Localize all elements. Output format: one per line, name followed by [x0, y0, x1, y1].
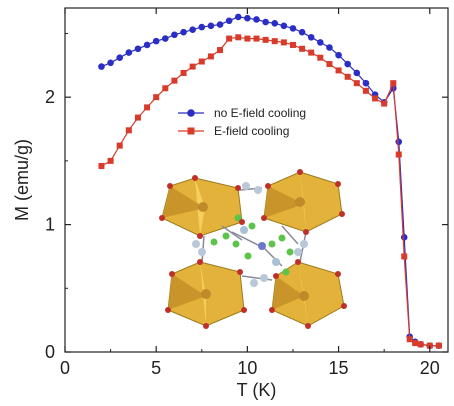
x-tick-label: 5	[151, 358, 161, 378]
data-point	[207, 22, 215, 30]
data-point	[426, 342, 433, 349]
data-point	[253, 16, 260, 23]
data-point	[216, 21, 224, 28]
data-point	[390, 80, 397, 87]
data-point	[171, 31, 178, 39]
series-line	[101, 16, 439, 347]
data-point	[395, 138, 403, 146]
data-point	[189, 63, 196, 70]
data-point	[171, 77, 178, 84]
data-point	[400, 234, 408, 241]
data-point	[207, 53, 214, 60]
data-point	[417, 341, 424, 348]
data-point	[235, 34, 242, 41]
data-point	[189, 26, 196, 33]
data-point	[317, 54, 324, 61]
data-point	[307, 34, 315, 41]
data-point	[344, 60, 351, 68]
data-point	[98, 162, 105, 169]
data-point	[353, 69, 361, 77]
data-point	[401, 253, 408, 260]
data-point	[125, 49, 133, 56]
data-point	[152, 37, 160, 45]
plot-frame	[64, 7, 449, 353]
data-point	[271, 38, 278, 45]
data-point	[317, 39, 324, 46]
x-tick-label: 10	[237, 358, 257, 378]
data-point	[244, 35, 251, 42]
legend-marker	[187, 127, 195, 135]
data-point	[308, 49, 315, 56]
data-point	[98, 63, 105, 70]
data-point	[162, 35, 169, 42]
data-point	[143, 41, 151, 49]
data-point	[116, 142, 123, 149]
data-point	[107, 157, 114, 164]
x-axis-label: T (K)	[237, 380, 277, 400]
data-point	[225, 17, 233, 25]
data-point	[326, 44, 333, 51]
data-point	[180, 69, 187, 76]
x-tick-label: 15	[329, 358, 349, 378]
y-tick-label: 0	[45, 342, 55, 362]
data-point	[289, 41, 296, 48]
data-point	[344, 73, 351, 80]
data-point	[234, 13, 242, 21]
data-point	[372, 95, 379, 102]
legend: no E-field cooling E-field cooling	[178, 106, 306, 138]
y-axis-label: M (emu/g)	[12, 139, 32, 221]
data-point	[107, 59, 114, 67]
data-point	[153, 94, 160, 101]
legend-marker	[187, 109, 195, 117]
data-point	[406, 336, 413, 343]
crystal-structure-inset	[159, 169, 347, 329]
data-point	[335, 51, 342, 59]
data-point	[262, 18, 269, 26]
series-layer	[98, 13, 443, 349]
data-point	[435, 342, 442, 349]
series-line	[101, 36, 439, 347]
data-point	[198, 23, 206, 31]
x-tick-label: 20	[420, 358, 440, 378]
data-point	[180, 28, 187, 36]
data-point	[335, 67, 342, 74]
data-point	[162, 85, 169, 92]
data-point	[226, 35, 233, 42]
series-2	[98, 34, 442, 349]
data-point	[289, 25, 297, 32]
y-tick-label: 1	[45, 215, 55, 235]
data-point	[125, 127, 132, 134]
data-point	[144, 104, 151, 111]
data-point	[412, 340, 419, 347]
data-point	[353, 80, 360, 87]
data-point	[217, 47, 224, 54]
data-point	[271, 19, 279, 27]
x-tick-label: 0	[60, 358, 70, 378]
legend-label: E-field cooling	[214, 124, 289, 138]
data-point	[244, 14, 251, 22]
axes: 0 5 10 15 20 0 1 2 T (K) M (emu/g)	[12, 7, 449, 400]
data-point	[362, 79, 370, 87]
series-1	[98, 13, 443, 349]
data-point	[326, 61, 333, 68]
data-point	[395, 151, 402, 158]
y-tick-label: 2	[45, 87, 55, 107]
data-point	[134, 45, 142, 53]
legend-label: no E-field cooling	[214, 106, 306, 120]
data-point	[299, 45, 306, 52]
data-point	[280, 39, 287, 46]
data-point	[116, 54, 124, 61]
data-point	[280, 22, 288, 30]
data-point	[253, 35, 260, 42]
data-point	[198, 58, 205, 65]
data-point	[362, 87, 369, 94]
data-point	[381, 100, 388, 107]
data-point	[134, 114, 141, 121]
data-point	[298, 28, 306, 36]
data-point	[262, 36, 269, 43]
